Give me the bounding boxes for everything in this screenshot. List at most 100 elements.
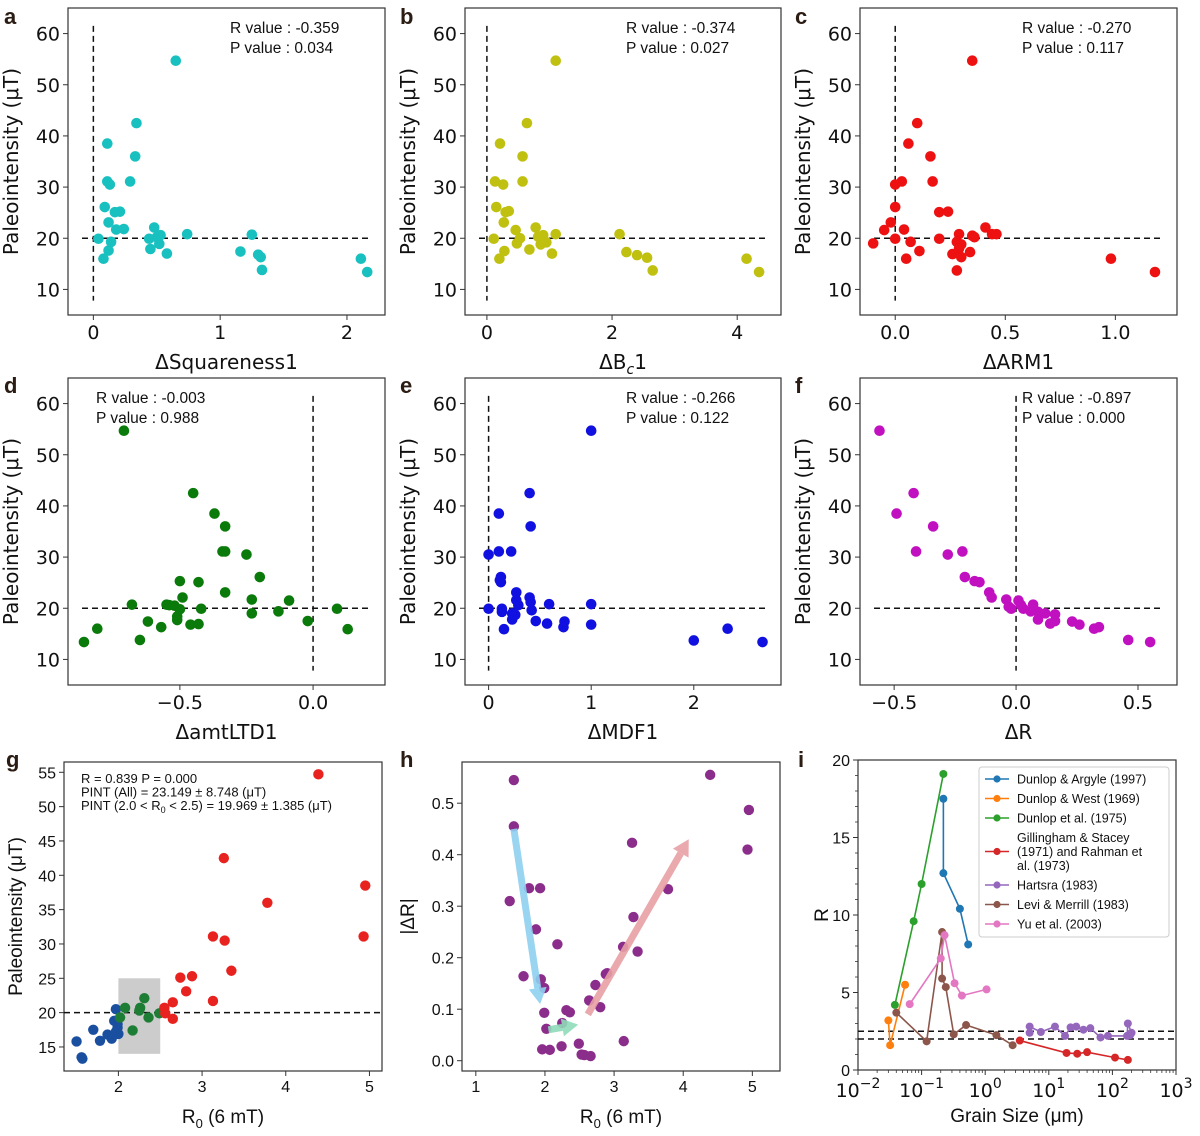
data-point (525, 596, 536, 608)
data-point (991, 228, 1002, 240)
panel-e: e 0 1 2 10 20 30 40 50 60 ΔMDF1 Paleointensity (μT)… (396, 373, 782, 744)
data-point (113, 1028, 124, 1040)
data-point (938, 974, 947, 983)
x-tick-label: 1 (585, 692, 597, 714)
legend-swatch-marker (993, 794, 1001, 803)
y-axis-label: R (812, 908, 833, 922)
data-point (704, 769, 716, 781)
data-point (886, 1041, 895, 1050)
data-point (254, 571, 266, 583)
data-point (119, 1002, 131, 1014)
x-tick-label: 2 (541, 1079, 550, 1096)
data-point (1015, 1036, 1024, 1045)
x-tick-label: 0 (481, 322, 493, 344)
data-point (898, 224, 910, 235)
data-point (874, 425, 885, 437)
data-point (1096, 1033, 1105, 1042)
data-point (498, 623, 510, 635)
data-point (558, 621, 569, 633)
data-point (524, 244, 535, 255)
data-point (494, 253, 505, 265)
stat-annotation: R value : -0.374 (626, 20, 736, 37)
data-point (497, 179, 509, 190)
data-point (628, 911, 639, 923)
data-point (511, 238, 523, 249)
data-point (922, 1037, 931, 1046)
legend-label: Gillingham & Stacey (1017, 831, 1130, 845)
trend-arrow-head-decreasing (528, 986, 547, 1005)
data-point (939, 769, 948, 778)
data-point (941, 983, 950, 992)
y-tick-label: 30 (828, 177, 852, 199)
data-point (94, 1035, 106, 1046)
data-point (550, 55, 562, 67)
data-point (483, 603, 494, 615)
data-point (1126, 1031, 1135, 1040)
y-tick-label: 50 (38, 800, 56, 817)
legend-label: Levi & Merrill (1983) (1017, 898, 1129, 912)
data-point (148, 222, 160, 233)
data-point (1025, 1022, 1034, 1031)
data-point (969, 231, 980, 243)
x-tick-label: 2 (606, 322, 618, 344)
data-point (910, 546, 922, 557)
plot-frame (859, 377, 1178, 686)
y-tick-label: 10 (36, 279, 60, 301)
y-tick-label: 50 (433, 75, 457, 97)
data-point (741, 253, 752, 265)
x-tick-label: 3 (198, 1079, 207, 1096)
legend-label: Yu et al. (2003) (1017, 918, 1102, 932)
x-tick-label: 4 (281, 1079, 290, 1096)
data-point (114, 1012, 126, 1023)
data-point (878, 224, 890, 236)
data-point (195, 603, 207, 615)
panel-letter: i (798, 747, 804, 772)
panel-h: h 1 2 3 4 5 0.0 0.1 0.2 0.3 0.4 0.5 R0 (6 mT) |ΔR| (398, 747, 781, 1131)
stat-annotation: P value : 0.027 (626, 40, 729, 57)
legend-swatch-marker (993, 814, 1001, 822)
data-point (909, 917, 918, 926)
data-point (1008, 1041, 1017, 1050)
data-point (93, 233, 104, 245)
x-axis-label: ΔamtLTD1 (176, 720, 278, 744)
data-point (103, 245, 114, 256)
panel-letter: g (6, 747, 19, 772)
x-tick-label: −0.5 (871, 692, 917, 714)
data-point (1072, 1022, 1081, 1031)
y-tick-label: 0 (841, 1063, 850, 1080)
y-tick-label: 60 (433, 24, 457, 46)
data-point (1050, 1022, 1059, 1031)
y-tick-label: 60 (36, 394, 60, 416)
x-tick-label: 0.0 (880, 322, 910, 344)
data-point (564, 1007, 576, 1018)
data-point (134, 1002, 146, 1014)
data-point (504, 895, 515, 907)
data-point (124, 176, 136, 187)
data-point (181, 228, 193, 240)
data-point (187, 487, 199, 499)
plot-frame (464, 377, 782, 686)
data-point (256, 264, 268, 276)
data-point (722, 623, 733, 635)
x-tick-label: −0.5 (157, 692, 203, 714)
data-point (901, 980, 910, 989)
y-tick-label: 30 (828, 547, 852, 569)
y-tick-label: 30 (433, 547, 457, 569)
data-point (313, 769, 324, 780)
data-point (219, 546, 231, 557)
y-tick-label: 40 (433, 496, 457, 518)
data-point (103, 217, 114, 228)
data-point (621, 246, 632, 258)
data-point (126, 599, 138, 610)
data-point (498, 217, 510, 228)
data-point (71, 1036, 82, 1047)
data-point (118, 223, 130, 235)
x-axis-label: R0 (6 mT) (580, 1107, 662, 1131)
data-point (885, 217, 897, 228)
data-point (1040, 608, 1051, 619)
data-point (647, 265, 659, 276)
data-point (940, 931, 949, 940)
stat-annotation: R = 0.839 P = 0.000 (81, 771, 197, 786)
y-axis-label: Paleointensity (μT) (0, 68, 23, 255)
